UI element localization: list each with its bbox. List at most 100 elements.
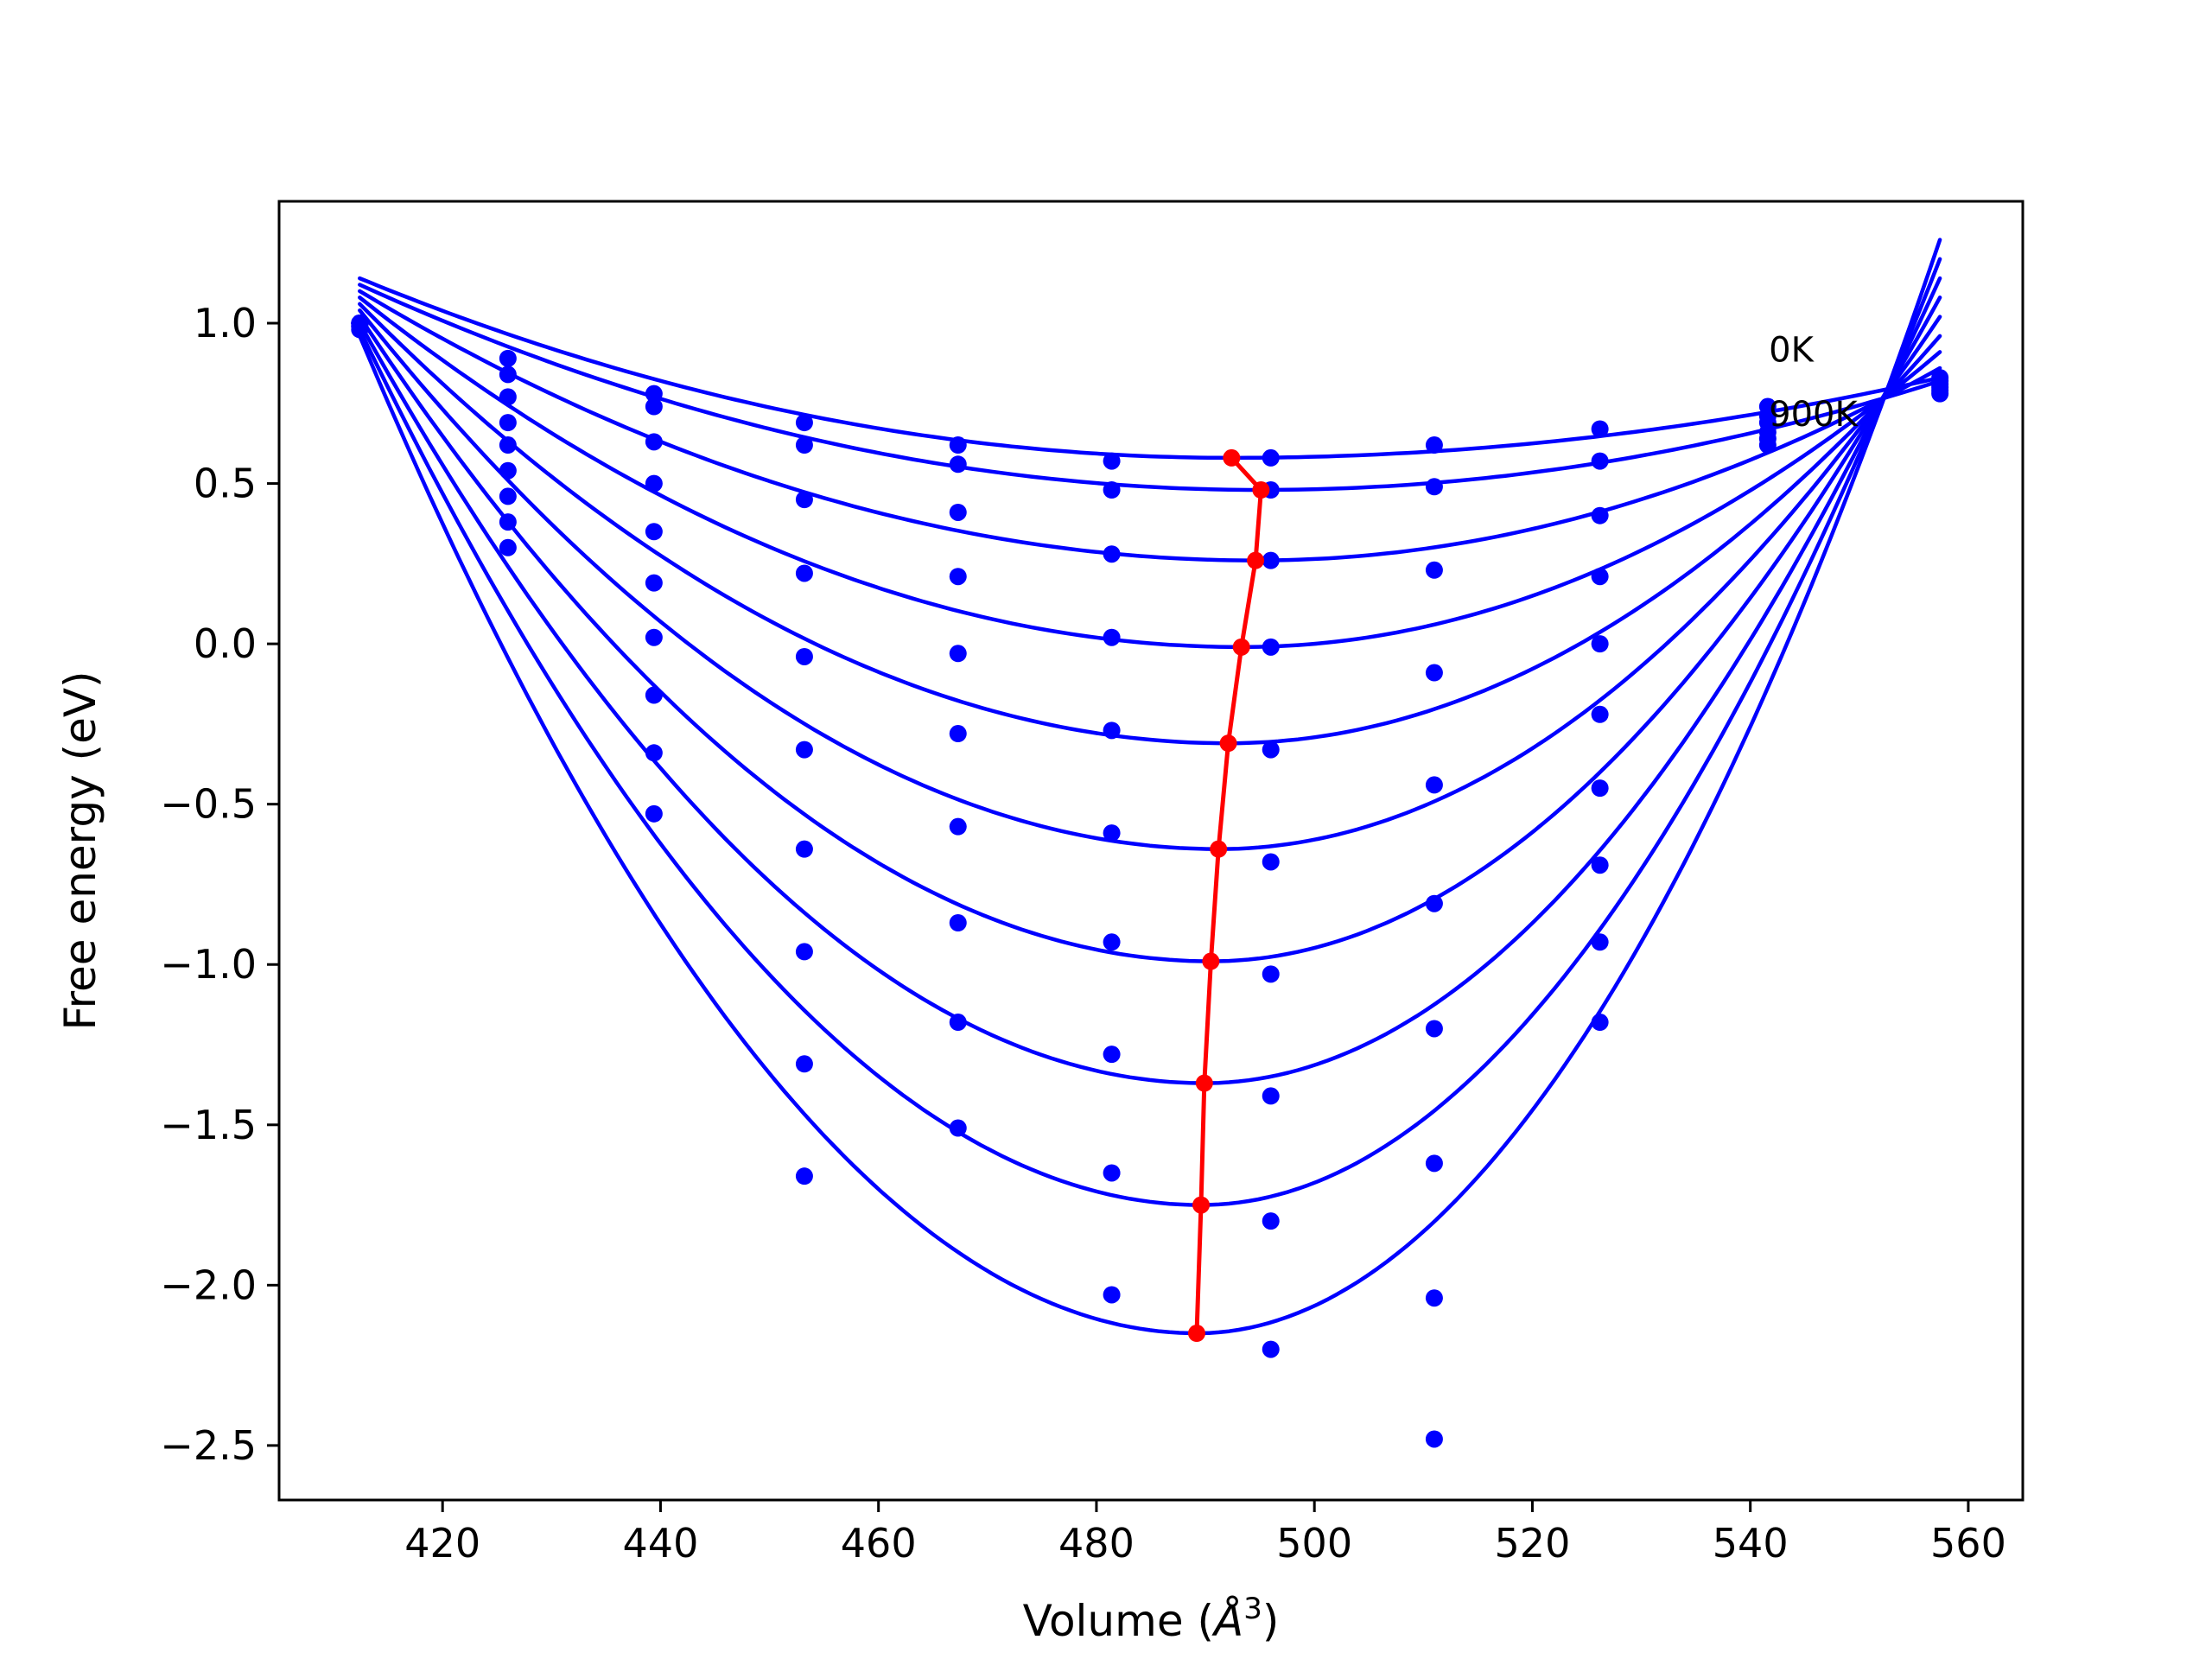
data-point-1-5: [1103, 481, 1121, 499]
data-point-5-3: [795, 741, 813, 759]
data-point-6-2: [645, 628, 663, 646]
data-point-5-10: [1931, 385, 1949, 403]
y-tick-label-5: −1.5: [160, 1102, 257, 1148]
data-point-9-4: [949, 1119, 967, 1137]
data-point-9-2: [645, 804, 663, 823]
data-point-8-5: [1103, 1164, 1121, 1182]
data-point-2-3: [795, 491, 813, 509]
equilibrium-point-1: [1252, 481, 1270, 499]
data-point-5-7: [1425, 894, 1443, 912]
data-point-7-4: [949, 914, 967, 931]
data-point-4-6: [1262, 741, 1280, 759]
data-point-4-5: [1103, 721, 1121, 740]
data-point-3-7: [1425, 664, 1443, 682]
data-point-5-1: [499, 461, 517, 480]
data-point-1-7: [1425, 478, 1443, 496]
equilibrium-point-7: [1195, 1074, 1213, 1092]
data-point-2-4: [949, 503, 967, 521]
data-point-3-3: [795, 564, 813, 582]
data-point-6-3: [795, 840, 813, 858]
data-point-6-4: [949, 817, 967, 836]
data-point-4-2: [645, 523, 663, 541]
x-tick-label-0: 420: [404, 1520, 480, 1567]
data-point-3-4: [949, 568, 967, 586]
data-point-8-6: [1262, 1212, 1280, 1230]
data-point-9-5: [1103, 1286, 1121, 1304]
data-point-5-2: [645, 574, 663, 592]
equilibrium-point-0: [1223, 448, 1241, 467]
data-point-7-7: [1425, 1154, 1443, 1173]
data-point-7-3: [795, 943, 813, 961]
equilibrium-point-2: [1247, 551, 1265, 569]
annotation-label-1: 900K: [1769, 395, 1859, 435]
x-tick-label-1: 440: [623, 1520, 699, 1567]
annotation-label-0: 0K: [1769, 331, 1815, 371]
data-point-3-1: [499, 414, 517, 432]
annotations-layer: 0K 900K: [1769, 331, 1859, 435]
data-point-8-1: [499, 538, 517, 556]
equilibrium-point-8: [1192, 1196, 1211, 1214]
x-tick-label-4: 500: [1276, 1520, 1352, 1567]
data-point-9-3: [795, 1167, 813, 1185]
y-tick-label-0: 1.0: [194, 300, 257, 346]
data-point-9-7: [1425, 1430, 1443, 1448]
data-point-0-6: [1262, 448, 1280, 467]
data-point-1-3: [795, 436, 813, 454]
fit-curves-layer: [358, 238, 1942, 1336]
data-point-4-8: [1591, 635, 1609, 653]
x-axis-label: Volume (Å3): [1023, 1592, 1280, 1646]
y-tick-label-6: −2.0: [160, 1262, 257, 1308]
fit-curve-6: [358, 296, 1942, 963]
plot-frame: [277, 200, 2024, 1502]
data-point-2-1: [499, 388, 517, 406]
fit-curve-0: [358, 276, 1942, 461]
x-tick-label-7: 560: [1930, 1520, 2006, 1567]
y-tick-label-1: 0.5: [194, 461, 257, 507]
fit-curve-2: [358, 289, 1942, 563]
data-point-5-6: [1262, 853, 1280, 871]
data-point-6-8: [1591, 779, 1609, 798]
equilibrium-point-9: [1187, 1325, 1205, 1343]
equilibrium-point-5: [1210, 840, 1228, 858]
data-point-2-5: [1103, 545, 1121, 563]
fit-curve-8: [358, 257, 1942, 1207]
data-point-1-4: [949, 455, 967, 474]
fit-curve-9: [358, 238, 1942, 1336]
data-point-1-2: [645, 397, 663, 416]
x-tick-label-5: 520: [1495, 1520, 1571, 1567]
data-point-1-1: [499, 365, 517, 384]
data-point-4-1: [499, 436, 517, 454]
data-point-5-8: [1591, 705, 1609, 723]
data-point-6-5: [1103, 933, 1121, 951]
data-point-3-5: [1103, 628, 1121, 646]
data-point-7-2: [645, 686, 663, 704]
equilibrium-point-6: [1202, 952, 1220, 970]
data-point-0-8: [1591, 420, 1609, 438]
y-axis-ticks: 1.0 0.5 0.0 −0.5 −1.0 −1.5 −2.0 −2.5: [160, 300, 279, 1469]
equilibrium-layer: [1187, 448, 1270, 1343]
fit-curve-4: [358, 302, 1942, 746]
data-point-2-7: [1425, 561, 1443, 579]
data-point-0-3: [795, 414, 813, 432]
data-point-2-6: [1262, 551, 1280, 569]
data-point-3-8: [1591, 568, 1609, 586]
data-point-6-1: [499, 487, 517, 505]
data-point-7-6: [1262, 1087, 1280, 1105]
data-point-7-8: [1591, 856, 1609, 874]
data-point-9-6: [1262, 1340, 1280, 1358]
data-point-0-2: [645, 385, 663, 403]
data-point-4-4: [949, 645, 967, 663]
fit-curve-3: [358, 296, 1942, 650]
data-point-5-5: [1103, 824, 1121, 842]
equilibrium-line: [1194, 456, 1263, 1334]
equilibrium-point-4: [1219, 734, 1237, 753]
data-points-layer: [351, 315, 1949, 1448]
data-point-0-7: [1425, 436, 1443, 454]
data-point-0-5: [1103, 452, 1121, 470]
data-point-6-7: [1425, 1020, 1443, 1038]
data-point-4-7: [1425, 776, 1443, 794]
data-point-1-8: [1591, 452, 1609, 470]
data-point-3-2: [645, 474, 663, 493]
data-point-3-6: [1262, 638, 1280, 656]
